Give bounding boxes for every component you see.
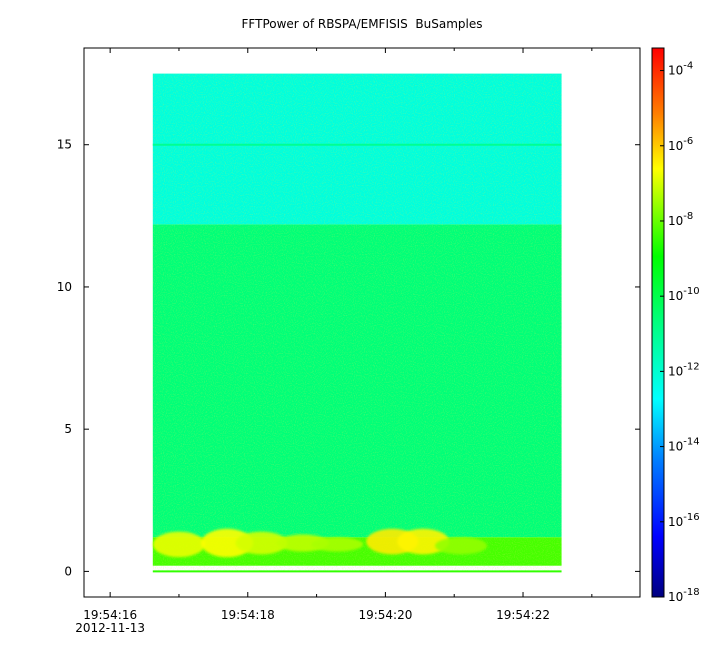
burst-1 — [201, 528, 254, 558]
x-tick-label-3: 19:54:22 — [496, 608, 550, 622]
burst-0 — [152, 531, 205, 558]
burst-7 — [435, 537, 488, 555]
colorbar-tick-label--8: 10-8 — [668, 211, 693, 228]
x-tick-label-2: 19:54:20 — [358, 608, 412, 622]
colorbar-tick-label--4: 10-4 — [668, 61, 693, 78]
colorbar-tick-label--18: 10-18 — [668, 587, 700, 604]
colorbar-tick-label--14: 10-14 — [668, 437, 700, 454]
burst-4 — [311, 537, 364, 552]
x-tick-label-0: 19:54:16 — [83, 608, 137, 622]
y-tick-label-15: 15 — [57, 138, 72, 152]
x-tick-label-1: 19:54:18 — [221, 608, 275, 622]
spectrogram-image — [152, 73, 562, 573]
y-tick-label-0: 0 — [64, 564, 72, 578]
chart-title: FFTPower of RBSPA/EMFISIS BuSamples — [241, 17, 483, 31]
burst-2 — [235, 531, 288, 555]
colorbar — [651, 47, 665, 598]
colorbar-tick-label--10: 10-10 — [668, 286, 700, 303]
y-tick-label-10: 10 — [57, 280, 72, 294]
colorbar-tick-label--6: 10-6 — [668, 136, 693, 153]
colorbar-tick-label--12: 10-12 — [668, 361, 700, 378]
y-tick-label-5: 5 — [64, 422, 72, 436]
noise-texture — [152, 73, 562, 572]
colorbar-tick-label--16: 10-16 — [668, 512, 700, 529]
x-date-label: 2012-11-13 — [75, 621, 145, 635]
